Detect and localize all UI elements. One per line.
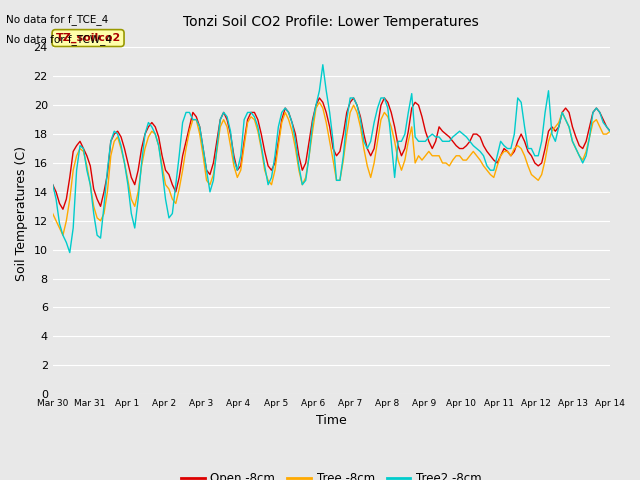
Text: No data for f_TCE_4: No data for f_TCE_4 (6, 14, 109, 25)
Y-axis label: Soil Temperatures (C): Soil Temperatures (C) (15, 146, 28, 281)
X-axis label: Time: Time (316, 414, 347, 427)
Text: No data for f_TCW_4: No data for f_TCW_4 (6, 34, 113, 45)
Text: TZ_soilco2: TZ_soilco2 (56, 33, 121, 43)
Legend: Open -8cm, Tree -8cm, Tree2 -8cm: Open -8cm, Tree -8cm, Tree2 -8cm (176, 467, 486, 480)
Title: Tonzi Soil CO2 Profile: Lower Temperatures: Tonzi Soil CO2 Profile: Lower Temperatur… (184, 15, 479, 29)
